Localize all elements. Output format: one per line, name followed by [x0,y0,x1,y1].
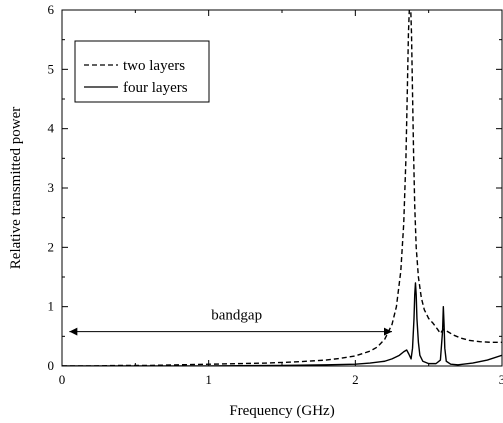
y-tick-label: 5 [48,61,55,76]
y-tick-label: 0 [48,358,55,373]
legend: two layers four layers [74,40,210,103]
legend-box [74,40,210,103]
y-tick-label: 2 [48,239,55,254]
x-ticks: 0 1 2 3 [59,10,503,387]
x-tick-label: 0 [59,372,66,387]
series-group [62,10,502,366]
legend-label-two-layers: two layers [123,58,185,74]
x-axis-label: Frequency (GHz) [229,403,334,419]
series-line-four-layers [62,282,502,366]
x-tick-label: 3 [499,372,503,387]
legend-label-four-layers: four layers [123,80,188,96]
x-tick-label: 1 [205,372,212,387]
y-tick-label: 1 [48,299,55,314]
x-tick-label: 2 [352,372,359,387]
y-tick-label: 4 [48,121,55,136]
annotation-group: bandgap [69,308,392,336]
y-tick-label: 3 [48,180,55,195]
bandgap-label: bandgap [211,308,262,324]
y-tick-label: 6 [48,2,55,17]
y-axis-label: Relative transmitted power [8,107,24,269]
